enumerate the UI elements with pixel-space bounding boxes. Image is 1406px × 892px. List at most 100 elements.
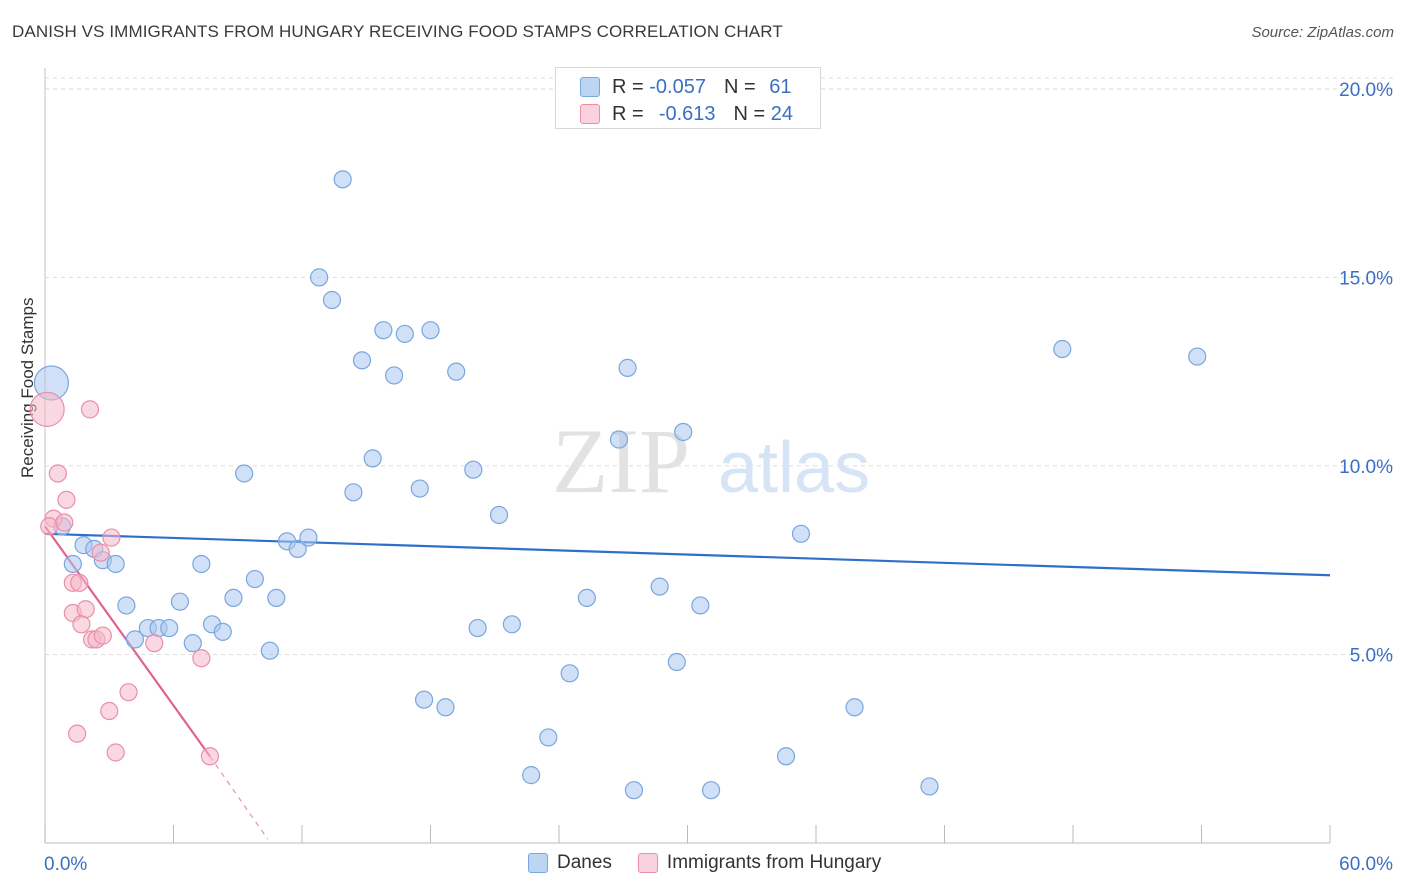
point-danes xyxy=(691,596,710,615)
point-danes xyxy=(384,366,404,385)
point-danes xyxy=(310,268,329,287)
point-hungary xyxy=(91,543,110,562)
point-danes xyxy=(213,622,232,641)
point-danes xyxy=(791,524,811,543)
point-danes xyxy=(117,596,136,615)
point-hungary xyxy=(48,464,67,483)
n-value-hungary: 24 xyxy=(770,102,794,125)
y-tick-label: 5.0% xyxy=(1350,645,1393,666)
point-hungary xyxy=(76,600,95,619)
point-hungary xyxy=(72,615,91,634)
y-tick-label: 15.0% xyxy=(1339,268,1393,289)
n-label: N = xyxy=(733,102,766,125)
point-danes xyxy=(609,430,629,449)
n-label: N = xyxy=(723,75,756,98)
point-danes xyxy=(192,554,211,574)
y-tick-label: 20.0% xyxy=(1339,80,1393,101)
axes xyxy=(44,68,1331,844)
point-danes xyxy=(650,577,669,596)
watermark-zip: ZIP xyxy=(552,410,690,512)
point-danes xyxy=(539,728,558,747)
legend-swatch-hungary xyxy=(637,853,658,873)
trend-line-0 xyxy=(44,532,1331,577)
trend-lines xyxy=(44,525,1331,840)
point-hungary xyxy=(93,626,112,645)
point-danes xyxy=(374,321,393,340)
point-hungary xyxy=(55,513,74,532)
legend-swatch-danes xyxy=(528,853,548,873)
point-hungary xyxy=(102,528,121,547)
point-danes xyxy=(618,358,637,377)
point-danes xyxy=(299,528,318,547)
point-danes xyxy=(560,664,579,683)
point-danes xyxy=(1188,347,1207,366)
point-danes xyxy=(183,634,202,653)
legend-item-hungary[interactable]: Immigrants from Hungary xyxy=(637,852,882,874)
point-hungary xyxy=(100,701,119,721)
point-danes xyxy=(414,690,434,709)
point-danes xyxy=(489,505,509,525)
point-danes xyxy=(502,615,521,634)
point-danes xyxy=(160,618,179,638)
source-label: Source: ZipAtlas.com xyxy=(1251,24,1394,41)
y-tick-label: 10.0% xyxy=(1339,457,1393,478)
trend-line-extension-1 xyxy=(209,755,269,840)
point-danes xyxy=(260,641,279,660)
legend-swatch-hungary xyxy=(580,104,600,124)
point-danes xyxy=(667,652,686,672)
point-danes xyxy=(920,777,939,796)
series-legend: Danes Immigrants from Hungary xyxy=(528,852,897,874)
point-danes xyxy=(352,351,372,370)
chart-title: DANISH VS IMMIGRANTS FROM HUNGARY RECEIV… xyxy=(12,22,783,41)
point-danes xyxy=(333,170,352,189)
correlation-legend: R = -0.057 N = 61 R = -0.613 N = 24 xyxy=(555,67,821,129)
watermark-atlas: atlas xyxy=(718,428,870,508)
legend-label-hungary: Immigrants from Hungary xyxy=(666,852,882,873)
point-danes xyxy=(577,588,596,608)
point-danes xyxy=(63,554,82,574)
r-value-hungary: -0.613 xyxy=(658,102,716,125)
point-danes xyxy=(468,618,487,638)
point-danes xyxy=(267,588,286,608)
tick-labels: 5.0% 10.0% 15.0% 20.0% 0.0% 60.0% xyxy=(44,80,1393,875)
point-danes xyxy=(363,449,382,468)
legend-label-danes: Danes xyxy=(557,852,612,873)
point-danes xyxy=(447,362,466,381)
point-danes xyxy=(344,483,363,502)
point-hungary xyxy=(145,634,164,653)
point-hungary xyxy=(68,724,87,743)
point-hungary xyxy=(80,400,100,419)
point-hungary xyxy=(70,573,89,592)
point-hungary xyxy=(192,649,211,668)
x-tick-label: 60.0% xyxy=(1339,854,1393,875)
point-danes xyxy=(106,554,125,574)
point-hungary xyxy=(119,683,138,702)
point-hungary xyxy=(29,391,65,427)
legend-item-danes[interactable]: Danes xyxy=(528,852,612,874)
point-danes xyxy=(1053,339,1072,359)
gridlines xyxy=(45,77,1395,655)
point-danes xyxy=(776,747,796,766)
watermark: ZIP atlas xyxy=(552,410,870,512)
point-hungary xyxy=(106,743,125,762)
r-label: R = xyxy=(612,102,644,125)
point-danes xyxy=(170,592,190,611)
point-danes xyxy=(464,460,483,479)
n-value-danes: 61 xyxy=(769,75,792,98)
point-danes xyxy=(224,588,243,608)
legend-row-hungary: R = -0.613 N = 24 xyxy=(580,101,793,127)
point-danes xyxy=(410,479,429,498)
point-danes xyxy=(624,781,644,800)
point-hungary xyxy=(57,490,76,509)
point-danes xyxy=(125,630,145,649)
legend-swatch-danes xyxy=(580,77,600,97)
point-danes xyxy=(395,324,414,344)
point-danes xyxy=(845,698,864,717)
point-danes xyxy=(245,569,264,589)
r-value-danes: -0.057 xyxy=(649,75,706,98)
point-danes xyxy=(288,539,307,558)
point-danes xyxy=(701,781,721,800)
point-danes xyxy=(235,464,254,483)
point-danes xyxy=(421,321,440,340)
